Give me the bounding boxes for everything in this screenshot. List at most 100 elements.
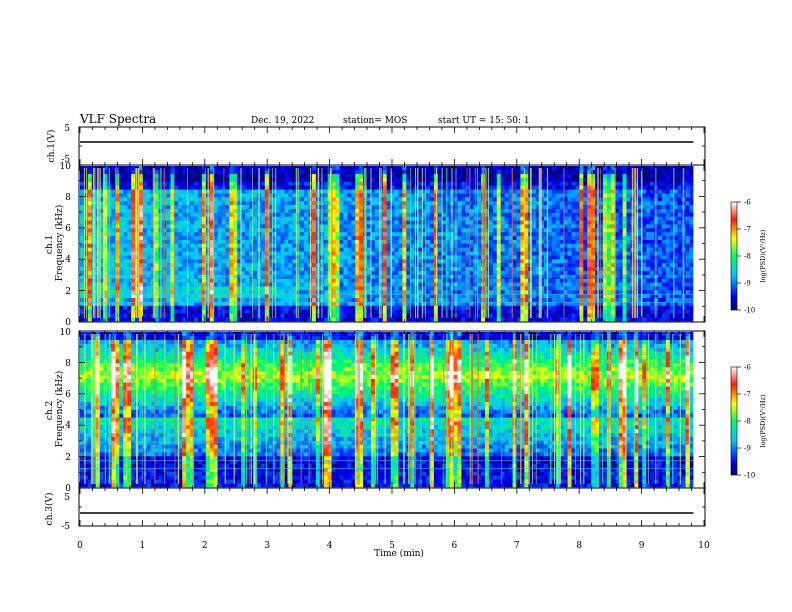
spectrogram-cell (111, 224, 116, 229)
spectrogram-cell (477, 247, 482, 252)
spectrogram-cell (477, 286, 482, 291)
spectrogram-cell (327, 204, 332, 209)
spectrogram-cell (264, 297, 270, 302)
spectrogram-cell (111, 204, 116, 209)
spectrogram-cell (382, 193, 387, 198)
spectrogram-cell (500, 220, 505, 225)
spectrogram-cell (186, 262, 191, 268)
spectrogram-cell (327, 259, 332, 264)
spectrogram-cell (367, 309, 372, 314)
spectrogram-cell (245, 169, 250, 175)
spectrogram-cell (422, 243, 427, 248)
spectrogram-cell (131, 204, 136, 209)
spectrogram-cell (512, 313, 517, 318)
spectrogram-cell (504, 173, 509, 178)
spectrogram-cell (335, 251, 340, 256)
spectrogram-cell (351, 212, 356, 217)
spectrogram-cell (138, 228, 144, 233)
spectrogram-cell (551, 274, 557, 279)
spectrogram-cell (343, 305, 348, 310)
spectrogram-cell (194, 293, 199, 299)
spectrogram-cell (406, 290, 411, 295)
spectrogram-cell (457, 301, 462, 306)
spectrogram-cell (347, 290, 352, 295)
spectrogram-cell (178, 212, 183, 217)
spectrogram-cell (288, 282, 293, 287)
spectrogram-cell (197, 189, 203, 194)
spectrogram-cell (492, 259, 498, 264)
spectrogram-cell (260, 274, 266, 279)
spectrogram-cell (504, 228, 509, 233)
spectrogram-cell (355, 262, 360, 268)
spectrogram-cell (543, 259, 549, 264)
spectrogram-cell (272, 243, 277, 248)
spectrogram-cell (119, 166, 124, 171)
spectrogram-cell (547, 231, 553, 237)
spectrogram-cell (351, 231, 356, 237)
spectrogram-cell (457, 181, 462, 186)
spectrogram-cell (551, 212, 557, 217)
spectrogram-cell (457, 305, 462, 310)
spectrogram-cell (80, 185, 85, 190)
spectrogram-cell (485, 200, 490, 206)
spectrogram-cell (119, 270, 124, 275)
spectrogram-cell (280, 185, 285, 190)
spectrogram-cell (194, 297, 199, 302)
spectrogram-cell (272, 309, 277, 314)
spectrogram-cell (194, 212, 199, 217)
spectrogram-cell (453, 243, 458, 248)
spectrogram-cell (453, 177, 458, 182)
spectrogram-cell (268, 305, 273, 310)
spectrogram-cell (426, 286, 431, 291)
spectrogram-cell (166, 255, 171, 260)
spectrogram-cell (347, 282, 352, 287)
spectrogram-cell (103, 282, 108, 287)
spectrogram-cell (516, 189, 521, 194)
spectrogram-cell (103, 297, 108, 302)
spectrogram-cell (500, 197, 505, 202)
spectrogram-cell (190, 181, 195, 186)
spectrogram-cell (288, 247, 293, 252)
spectrogram-cell (111, 208, 116, 213)
spectrogram-cell (441, 197, 446, 202)
spectrogram-cell (186, 305, 191, 310)
spectrogram-cell (359, 189, 364, 194)
spectrogram-cell (111, 251, 116, 256)
spectrogram-cell (264, 231, 270, 237)
spectrogram-cell (311, 317, 317, 322)
spectrogram-cell (551, 293, 557, 299)
spectrogram-cell (402, 313, 407, 318)
spectrogram-cell (170, 231, 175, 237)
spectrogram-cell (347, 286, 352, 291)
spectrogram-cell (280, 208, 285, 213)
spectrogram-cell (335, 185, 340, 190)
spectrogram-cell (131, 212, 136, 217)
spectrogram-cell (508, 251, 513, 256)
spectrogram-cell (551, 251, 557, 256)
spectrogram-cell (249, 197, 254, 202)
spectrogram-cell (488, 301, 494, 306)
spectrogram-cell (201, 220, 207, 225)
spectrogram-cell (508, 239, 513, 244)
spectrogram-cell (99, 177, 104, 182)
spectrogram-cell (429, 228, 435, 233)
spectrogram-cell (516, 255, 521, 260)
spectrogram-cell (457, 270, 462, 275)
spectrogram-cell (186, 200, 191, 206)
spectrogram-cell (154, 313, 159, 318)
spectrogram-cell (485, 208, 490, 213)
spectrogram-cell (292, 231, 297, 237)
spectrogram-cell (87, 274, 93, 279)
spectrogram-cell (327, 197, 332, 202)
spectrogram-cell (488, 193, 494, 198)
spectrogram-cell (186, 181, 191, 186)
spectrogram-cell (323, 317, 329, 322)
spectrogram-cell (347, 204, 352, 209)
spectrogram-cell (496, 228, 502, 233)
spectrogram-cell (154, 290, 159, 295)
spectrogram-cell (182, 255, 187, 260)
spectrogram-cell (260, 251, 266, 256)
spectrogram-cell (335, 278, 340, 283)
spectrogram-cell (355, 305, 360, 310)
spectrogram-cell (540, 278, 545, 283)
